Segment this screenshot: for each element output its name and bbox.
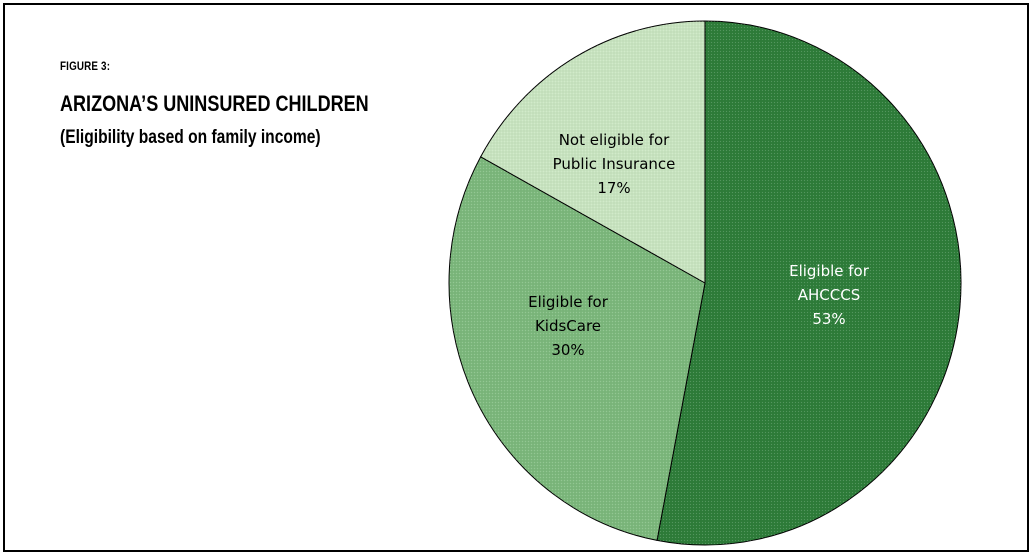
pie-slice-texture-kidscare — [449, 156, 705, 541]
pie-slice-texture-ahcccs — [657, 21, 961, 545]
slice-label-not-eligible: Not eligible for Public Insurance 17% — [553, 131, 676, 197]
slice-label-line: Public Insurance — [553, 155, 676, 173]
slice-label-kidscare: Eligible for KidsCare 30% — [528, 293, 609, 359]
slice-label-line: Not eligible for — [559, 131, 670, 149]
chart-title: ARIZONA’S UNINSURED CHILDREN — [60, 91, 369, 116]
slice-label-line: 17% — [597, 179, 630, 197]
slice-label-line: KidsCare — [535, 317, 601, 335]
slice-label-ahcccs: Eligible for AHCCCS 53% — [789, 262, 870, 328]
chart-subtitle: (Eligibility based on family income) — [60, 127, 321, 148]
slice-label-line: AHCCCS — [798, 286, 860, 304]
slice-label-line: 53% — [812, 310, 845, 328]
figure-number: FIGURE 3: — [60, 59, 111, 73]
pie-slice-texture-not-eligible — [480, 21, 705, 283]
slice-label-line: 30% — [551, 341, 584, 359]
slice-label-line: Eligible for — [528, 293, 609, 311]
slice-label-line: Eligible for — [789, 262, 870, 280]
